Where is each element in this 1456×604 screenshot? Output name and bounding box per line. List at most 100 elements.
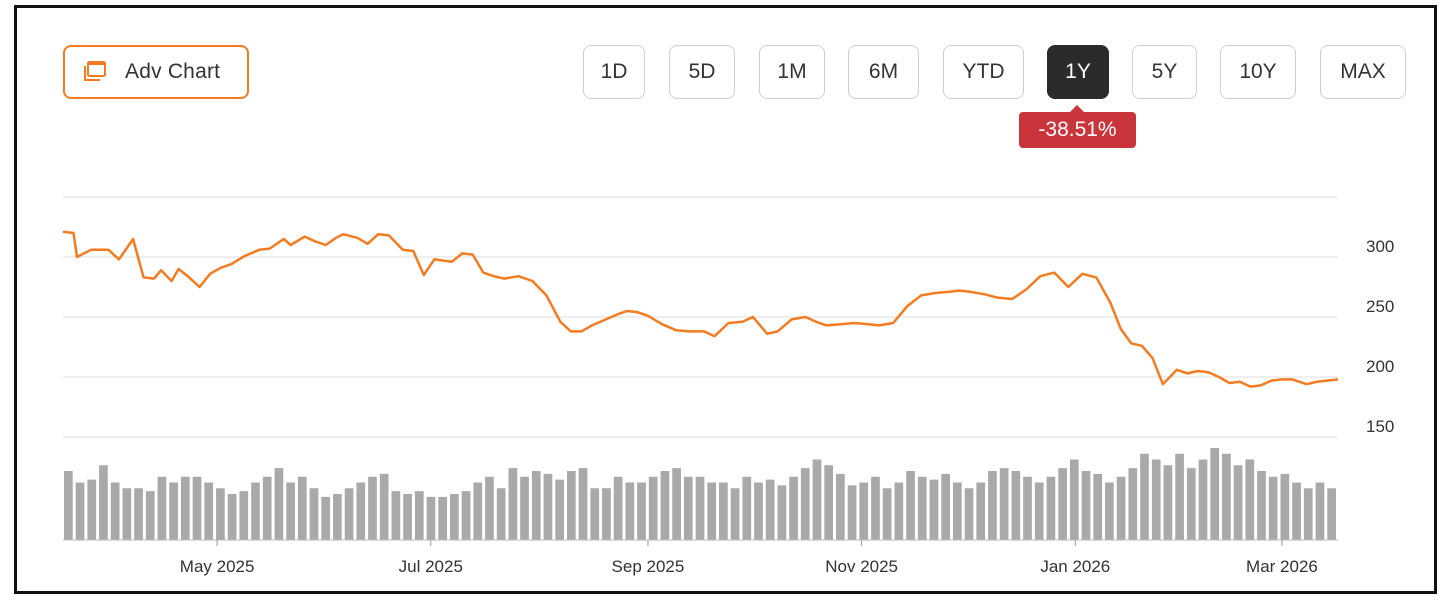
volume-bar	[637, 482, 646, 540]
volume-bar	[719, 482, 728, 540]
volume-bar	[1257, 471, 1266, 540]
volume-bar	[321, 496, 331, 540]
volume-bar	[461, 491, 471, 540]
volume-bar	[122, 488, 132, 540]
volume-bar	[262, 476, 272, 540]
volume-bar	[438, 496, 448, 540]
range-button-max[interactable]: MAX	[1320, 45, 1406, 99]
volume-bar	[520, 476, 529, 540]
volume-bar	[917, 476, 927, 540]
volume-bar	[180, 476, 190, 540]
volume-bar	[1011, 471, 1021, 540]
volume-bar	[333, 494, 342, 540]
volume-bar	[297, 476, 307, 540]
volume-bar	[871, 476, 880, 540]
percent-change-badge: -38.51%	[1019, 105, 1136, 148]
volume-bar	[1315, 482, 1325, 540]
volume-bar	[1292, 482, 1301, 540]
volume-bar	[531, 471, 541, 540]
x-tick-label: Mar 2026	[1246, 557, 1318, 576]
range-button-10y[interactable]: 10Y	[1220, 45, 1296, 99]
volume-bar	[251, 482, 260, 540]
volume-bar	[999, 468, 1009, 540]
volume-bar	[812, 459, 822, 540]
volume-bar	[543, 473, 553, 540]
volume-bar	[1105, 482, 1114, 540]
volume-bar	[1140, 453, 1149, 540]
volume-bar	[204, 482, 214, 540]
volume-bar	[824, 465, 834, 540]
volume-bar	[859, 482, 869, 540]
volume-bar	[555, 479, 564, 540]
volume-bar	[730, 488, 740, 540]
volume-bar	[87, 479, 97, 540]
volume-bar	[602, 488, 611, 540]
volume-bar	[625, 482, 635, 540]
volume-bar	[613, 476, 623, 540]
range-button-ytd[interactable]: YTD	[943, 45, 1024, 99]
volume-bar	[1046, 476, 1056, 540]
volume-bar	[110, 482, 120, 540]
volume-bar	[239, 491, 249, 540]
adv-chart-button[interactable]: Adv Chart	[63, 45, 249, 99]
y-tick-label-150: 150	[1366, 417, 1394, 436]
volume-bar	[379, 473, 389, 540]
range-button-1d[interactable]: 1D	[583, 45, 645, 99]
adv-chart-label: Adv Chart	[125, 60, 221, 83]
y-tick-label-300: 300	[1366, 237, 1394, 256]
volume-bar	[882, 488, 892, 540]
volume-bar	[660, 471, 670, 540]
volume-bar	[765, 479, 775, 540]
volume-bar	[134, 488, 143, 540]
range-button-1y[interactable]: 1Y	[1047, 45, 1109, 99]
volume-bar	[929, 479, 939, 540]
volume-bar	[952, 482, 962, 540]
volume-bar	[976, 482, 986, 540]
volume-bar	[777, 485, 787, 540]
volume-bar	[508, 468, 518, 540]
volume-bar	[742, 476, 752, 540]
range-button-1m[interactable]: 1M	[759, 45, 825, 99]
volume-bar	[145, 491, 155, 540]
volume-bar	[414, 491, 424, 540]
volume-bar	[1081, 471, 1091, 540]
volume-bar	[403, 494, 412, 540]
stacked-windows-icon	[81, 59, 107, 85]
volume-bar	[1093, 473, 1103, 540]
range-button-5d[interactable]: 5D	[669, 45, 735, 99]
volume-bar	[1151, 459, 1161, 540]
volume-bar	[485, 476, 494, 540]
volume-bar	[368, 476, 377, 540]
volume-bar	[1210, 448, 1220, 540]
volume-bar	[216, 488, 225, 540]
volume-bar	[906, 471, 915, 540]
volume-bar	[1034, 482, 1044, 540]
volume-bar	[1280, 473, 1290, 540]
volume-bar	[391, 491, 401, 540]
volume-bar	[590, 488, 600, 540]
volume-bar	[356, 482, 366, 540]
x-tick-label: May 2025	[180, 557, 255, 576]
volume-bar	[1233, 465, 1243, 540]
volume-bar	[1069, 459, 1079, 540]
volume-bar	[192, 476, 202, 540]
volume-bar	[836, 473, 845, 540]
volume-bar	[64, 471, 73, 540]
volume-bar	[157, 476, 167, 540]
volume-bar	[450, 494, 459, 540]
volume-bar	[426, 496, 436, 540]
y-tick-label-200: 200	[1366, 357, 1394, 376]
range-button-6m[interactable]: 6M	[848, 45, 919, 99]
volume-bar	[1327, 488, 1336, 540]
volume-bar	[1222, 453, 1231, 540]
volume-bar	[1268, 476, 1278, 540]
range-button-5y[interactable]: 5Y	[1132, 45, 1197, 99]
y-tick-label-250: 250	[1366, 297, 1394, 316]
x-tick-label: Sep 2025	[612, 557, 685, 576]
volume-bar	[1245, 459, 1255, 540]
volume-bar	[1303, 488, 1313, 540]
volume-bar	[473, 482, 483, 540]
volume-bar	[988, 471, 997, 540]
volume-bar	[648, 476, 658, 540]
volume-bar	[344, 488, 354, 540]
